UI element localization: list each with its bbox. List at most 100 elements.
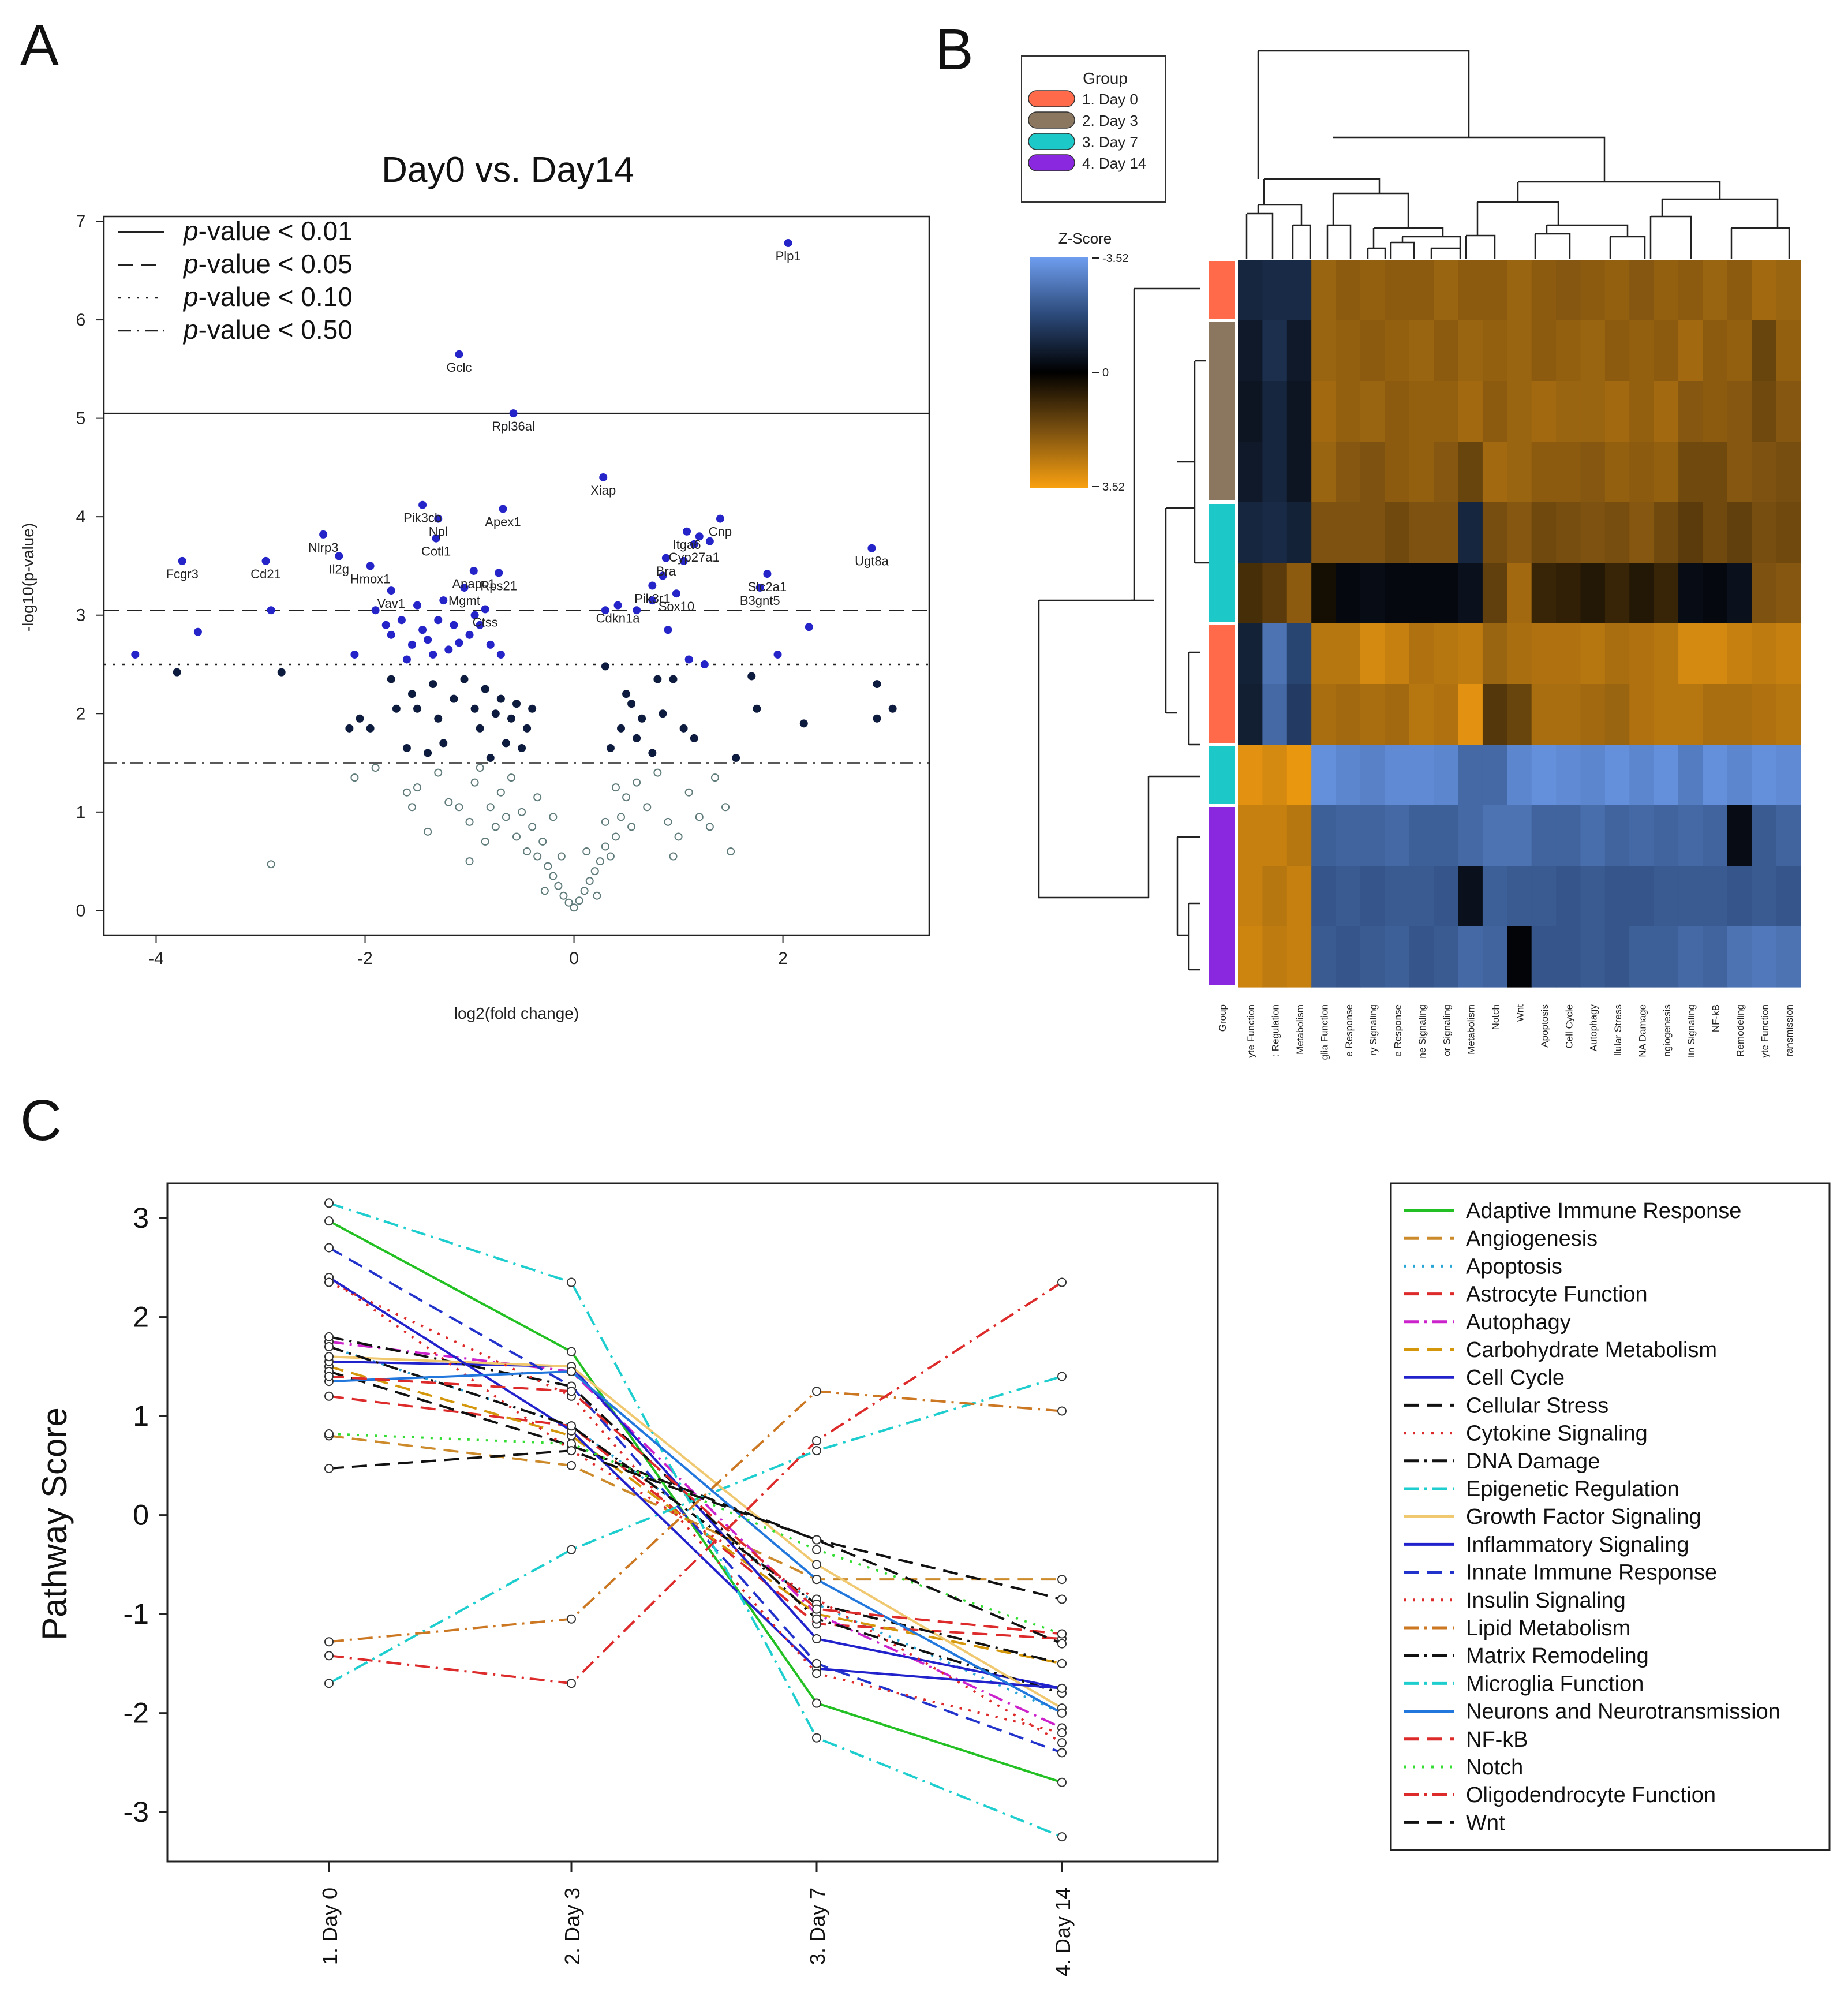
- heatmap-cell: [1360, 866, 1385, 927]
- volcano-gene-label: Vav1: [377, 596, 406, 611]
- colorbar: [1030, 257, 1088, 488]
- volcano-point-labeled: [648, 581, 657, 590]
- pathway-point: [324, 1429, 334, 1438]
- pathway-point: [1057, 1738, 1067, 1748]
- panel-letter-b: B: [935, 17, 974, 82]
- volcano-point-significant: [470, 611, 479, 619]
- heatmap-cell: [1385, 926, 1410, 988]
- col-dendro-j: [1401, 236, 1461, 248]
- heatmap-cell: [1507, 684, 1532, 745]
- pathway-x-tick-label: 2. Day 3: [560, 1888, 584, 1965]
- volcano-point-labeled: [434, 514, 443, 523]
- pathway-line: [328, 1276, 1063, 1690]
- heatmap-cell: [1262, 745, 1288, 806]
- volcano-legend: p-value < 0.01p-value < 0.05p-value < 0.…: [118, 216, 353, 345]
- panel-letter-a: A: [20, 13, 59, 77]
- volcano-gene-label: Sox10: [659, 599, 694, 614]
- pathway-point: [812, 1575, 821, 1585]
- volcano-point-mid: [413, 704, 422, 713]
- pathway-legend-label: Cytokine Signaling: [1466, 1422, 1648, 1446]
- heatmap-cell: [1703, 805, 1728, 866]
- heatmap-cell: [1580, 926, 1606, 988]
- heatmap-cell: [1311, 866, 1337, 927]
- heatmap-cell: [1286, 563, 1312, 624]
- heatmap-cell: [1311, 805, 1337, 866]
- heatmap-cell: [1678, 320, 1704, 382]
- volcano-point-significant: [387, 630, 395, 639]
- pathway-point: [1057, 1277, 1067, 1287]
- pathway-legend-label: NF-kB: [1466, 1728, 1528, 1752]
- volcano-legend-suffix: -value < 0.50: [199, 315, 353, 345]
- volcano-gene-label: Nlrp3: [308, 540, 339, 555]
- volcano-gene-label: Anapc1: [452, 577, 495, 591]
- heatmap-cell: [1238, 926, 1263, 988]
- heatmap-cell: [1311, 442, 1337, 503]
- volcano-point-mid: [366, 724, 375, 733]
- heatmap-cell: [1629, 502, 1655, 563]
- heatmap-cell: [1727, 926, 1752, 988]
- col-dendro-root: [1257, 50, 1470, 179]
- heatmap-cell: [1752, 260, 1777, 321]
- volcano-gene-label: Xiap: [590, 483, 616, 498]
- group-legend-label: 4. Day 14: [1082, 155, 1146, 172]
- volcano-point-ns: [684, 788, 693, 797]
- volcano-point-mid: [732, 754, 740, 763]
- heatmap-cell: [1434, 563, 1459, 624]
- pathway-point: [1057, 1372, 1067, 1381]
- pathway-point: [1057, 1629, 1067, 1639]
- heatmap-cells: [1238, 260, 1801, 988]
- heatmap-cell: [1409, 502, 1434, 563]
- heatmap-cell: [1311, 260, 1337, 321]
- heatmap-cell: [1286, 502, 1312, 563]
- heatmap-cell: [1507, 866, 1532, 927]
- heatmap-cell: [1703, 623, 1728, 685]
- heatmap-cell: [1703, 320, 1728, 382]
- volcano-legend-label: p-value < 0.50: [182, 315, 353, 345]
- heatmap-cell: [1385, 745, 1410, 806]
- heatmap-column-label: Apoptosis: [1539, 1004, 1550, 1048]
- heatmap-cell: [1385, 623, 1410, 685]
- pathway-legend-label: DNA Damage: [1466, 1449, 1600, 1474]
- volcano-gene-label: Ctss: [473, 615, 498, 629]
- col-dendro-k: [1390, 241, 1415, 259]
- heatmap-cell: [1458, 805, 1483, 866]
- group-legend-swatch: [1028, 154, 1075, 171]
- volcano-point-ns: [643, 803, 652, 812]
- heatmap-cell: [1580, 502, 1606, 563]
- heatmap-cell: [1238, 502, 1263, 563]
- volcano-gene-label: Il2g: [329, 562, 349, 576]
- volcano-point-ns: [424, 827, 432, 836]
- heatmap-cell: [1434, 684, 1459, 745]
- heatmap-cell: [1434, 805, 1459, 866]
- heatmap-cell: [1262, 563, 1288, 624]
- col-dendro-i: [1367, 247, 1386, 259]
- pathway-point: [324, 1679, 334, 1688]
- volcano-point-ns: [476, 764, 484, 772]
- heatmap-column-label: Remodeling: [1735, 1004, 1746, 1057]
- volcano-point-labeled: [613, 601, 622, 610]
- volcano-point-mid: [873, 680, 881, 689]
- group-legend-box: [1021, 55, 1166, 203]
- heatmap-cell: [1385, 805, 1410, 866]
- volcano-point-ns: [533, 852, 542, 861]
- heatmap-cell: [1776, 442, 1801, 503]
- volcano-point-significant: [664, 626, 672, 634]
- pathway-line: [328, 1390, 1063, 1643]
- col-dendro-c: [1257, 204, 1303, 225]
- colorbar-top-label: -3.52: [1102, 252, 1129, 265]
- heatmap-cell: [1580, 745, 1606, 806]
- heatmap-cell: [1727, 260, 1752, 321]
- heatmap-cell: [1531, 260, 1557, 321]
- volcano-point-ns: [407, 803, 416, 812]
- volcano-point-ns: [486, 803, 495, 812]
- row-dendro-top-leaves: [1177, 287, 1200, 463]
- pathway-line: [328, 1370, 1063, 1714]
- row-dendro-g4: [1147, 775, 1200, 898]
- volcano-point-ns: [611, 832, 620, 841]
- heatmap-cell: [1286, 442, 1312, 503]
- volcano-gene-label: Cyp27a1: [669, 550, 720, 565]
- heatmap-cell: [1409, 926, 1434, 988]
- heatmap-cell: [1434, 623, 1459, 685]
- heatmap-cell: [1385, 260, 1410, 321]
- group-legend-label: 2. Day 3: [1082, 112, 1138, 129]
